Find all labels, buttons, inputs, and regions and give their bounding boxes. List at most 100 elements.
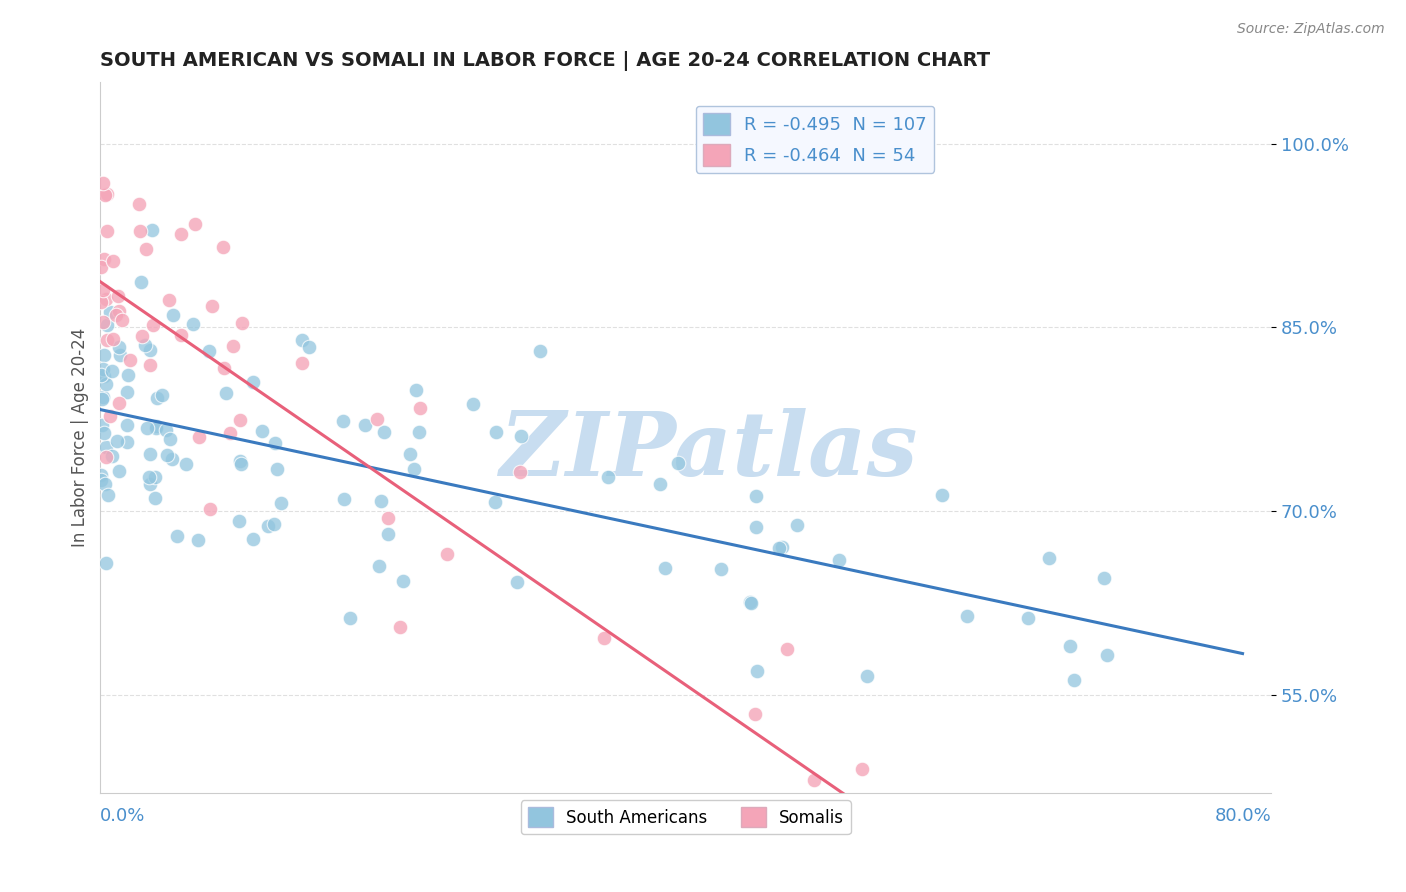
Point (139, 477, 162, 491)
Text: ZIPatlas: ZIPatlas (501, 409, 918, 495)
Point (828, 553, 851, 567)
Point (747, 664, 769, 678)
Point (270, 496, 292, 510)
Point (201, 299, 224, 313)
Point (96, 318, 118, 332)
Point (139, 359, 162, 373)
Point (93, 188, 115, 202)
Point (108, 395, 131, 409)
Point (388, 620, 411, 634)
Point (931, 488, 953, 502)
Point (402, 462, 425, 476)
Point (1092, 571, 1115, 585)
Point (94, 557, 117, 571)
Point (298, 340, 321, 354)
Point (786, 518, 808, 533)
Point (90, 473, 112, 487)
Point (222, 339, 245, 353)
Point (592, 631, 614, 645)
Point (110, 348, 132, 362)
Point (111, 312, 134, 326)
Point (231, 316, 253, 330)
Point (242, 376, 264, 390)
Point (91, 362, 114, 376)
Point (366, 411, 388, 425)
Point (94, 476, 117, 491)
Point (159, 432, 181, 446)
Point (107, 340, 129, 354)
Point (659, 797, 682, 812)
Point (128, 224, 150, 238)
Point (485, 425, 508, 439)
Point (150, 388, 173, 402)
Point (157, 293, 180, 308)
Point (529, 343, 551, 358)
Point (96, 187, 118, 202)
Point (139, 447, 162, 461)
Point (333, 491, 356, 506)
Point (339, 611, 361, 625)
Point (332, 414, 354, 428)
Point (141, 223, 163, 237)
Point (143, 491, 166, 506)
Text: 80.0%: 80.0% (1215, 807, 1271, 825)
Point (291, 333, 314, 347)
Point (90, 260, 112, 274)
Text: SOUTH AMERICAN VS SOMALI IN LABOR FORCE | AGE 20-24 CORRELATION CHART: SOUTH AMERICAN VS SOMALI IN LABOR FORCE … (100, 51, 990, 70)
Point (117, 368, 139, 382)
Point (139, 343, 162, 358)
Point (803, 773, 825, 788)
Point (98, 305, 121, 319)
Point (145, 421, 167, 435)
Point (160, 452, 183, 467)
Point (740, 596, 762, 610)
Point (399, 447, 422, 461)
Point (96, 333, 118, 347)
Point (107, 289, 129, 303)
Point (101, 364, 124, 378)
Point (181, 317, 204, 331)
Point (710, 562, 733, 576)
Point (162, 308, 184, 322)
Point (166, 528, 188, 542)
Point (1063, 673, 1085, 687)
Point (135, 420, 157, 434)
Point (103, 332, 125, 346)
Point (156, 448, 179, 462)
Point (596, 470, 619, 484)
Point (145, 419, 167, 434)
Point (405, 383, 427, 397)
Point (98, 409, 121, 424)
Point (90, 368, 112, 383)
Point (91, 392, 114, 406)
Point (170, 227, 193, 241)
Point (90, 295, 112, 310)
Point (212, 360, 235, 375)
Point (146, 391, 169, 405)
Point (143, 470, 166, 484)
Point (1059, 639, 1081, 653)
Point (250, 424, 273, 438)
Point (354, 418, 377, 433)
Point (105, 434, 128, 448)
Point (198, 343, 221, 358)
Point (94, 376, 117, 391)
Point (768, 541, 790, 555)
Point (138, 470, 160, 484)
Point (463, 396, 485, 410)
Point (373, 425, 395, 439)
Point (90, 468, 112, 483)
Point (956, 608, 979, 623)
Point (436, 547, 458, 561)
Point (94, 293, 117, 307)
Point (97, 488, 120, 502)
Point (370, 494, 392, 508)
Point (484, 494, 506, 508)
Point (198, 502, 221, 516)
Point (409, 401, 432, 415)
Point (128, 197, 150, 211)
Point (93, 425, 115, 440)
Point (105, 308, 128, 322)
Point (377, 526, 399, 541)
Point (256, 519, 278, 533)
